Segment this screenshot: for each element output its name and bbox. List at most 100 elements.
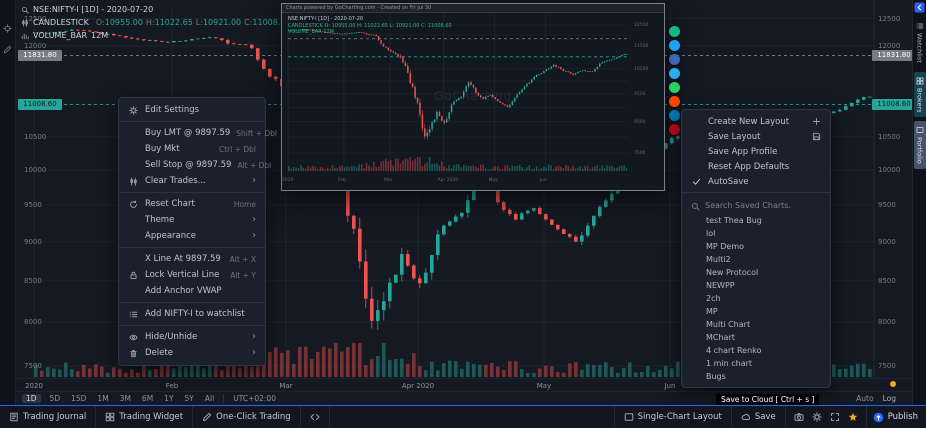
saved-chart-item[interactable]: Multi2 bbox=[706, 255, 731, 264]
timeframe-1y[interactable]: 1Y bbox=[164, 394, 174, 403]
menu-divider bbox=[119, 121, 265, 122]
legend-volume-row[interactable]: VOLUME_BAR 12M bbox=[21, 29, 286, 42]
context-menu-item[interactable]: Clear Trades... › bbox=[119, 173, 265, 189]
camera-icon[interactable] bbox=[794, 412, 804, 422]
context-menu-item[interactable]: X Line At 9897.59 Alt + X bbox=[119, 251, 265, 267]
publish-button[interactable]: Publish bbox=[865, 406, 926, 428]
layout-menu-item[interactable]: Create New Layout bbox=[682, 114, 830, 129]
share-twitter-icon[interactable] bbox=[669, 40, 680, 51]
timeframe-15d[interactable]: 15D bbox=[71, 394, 87, 403]
legend-series-row[interactable]: CANDLESTICK O: 10955.00 H: 11022.65 L: 10921.… bbox=[21, 16, 286, 29]
context-menu-item[interactable]: Reset Chart Home bbox=[119, 196, 265, 212]
share-telegram-icon[interactable] bbox=[669, 68, 680, 79]
saved-chart-item[interactable]: 2ch bbox=[706, 294, 721, 303]
context-menu-item[interactable]: Appearance › bbox=[119, 228, 265, 244]
menu-item-label: Create New Layout bbox=[708, 116, 790, 127]
layout-menu-item[interactable]: Save App Profile bbox=[682, 144, 830, 159]
layout-menu-item[interactable]: Save Layout bbox=[682, 129, 830, 144]
last-price-label-left: 11008.60 bbox=[18, 99, 62, 111]
share-pinterest-icon[interactable] bbox=[669, 124, 680, 135]
context-menu-item[interactable]: Sell Stop @ 9897.59 Alt + Dbl bbox=[119, 157, 271, 173]
side-tab-portfolio[interactable]: Portfolio bbox=[913, 121, 926, 170]
saved-chart-item[interactable]: lol bbox=[706, 229, 716, 238]
log-scale-toggle[interactable]: Log bbox=[882, 394, 896, 403]
context-menu-item[interactable]: Edit Settings bbox=[119, 102, 265, 118]
saved-chart-item[interactable]: MP bbox=[706, 307, 718, 316]
share-linkedin-icon[interactable] bbox=[669, 110, 680, 121]
share-whatsapp-icon[interactable] bbox=[669, 82, 680, 93]
collapse-panel-icon[interactable] bbox=[914, 2, 925, 13]
share-facebook-icon[interactable] bbox=[669, 54, 680, 65]
submenu-chevron-icon: › bbox=[252, 347, 256, 358]
menu-item-label: Appearance bbox=[145, 231, 197, 241]
layout-menu-item[interactable]: AutoSave bbox=[682, 174, 830, 189]
time-axis[interactable]: 2020 Feb Mar Apr 2020 May Jun bbox=[16, 378, 912, 391]
mini-price-label: 12500 bbox=[634, 23, 649, 29]
toolbar-save[interactable]: Save bbox=[730, 406, 785, 428]
side-tab-watchlist[interactable]: Watchlist bbox=[914, 17, 926, 68]
menu-divider bbox=[119, 192, 265, 193]
auto-scale-toggle[interactable]: Auto bbox=[856, 394, 874, 403]
toolbar-code[interactable] bbox=[301, 406, 330, 428]
code-icon bbox=[310, 412, 320, 422]
context-menu-item[interactable]: Buy LMT @ 9897.59 Shift + Dbl bbox=[119, 125, 277, 141]
popup-legend-line: NSE:NIFTY-I [1D] - 2020-07-20 bbox=[288, 16, 364, 22]
ohlc-values: O: 10955.00 H: 11022.65 L: 10921.00 C: 11008.6 bbox=[93, 18, 286, 27]
gear-icon[interactable] bbox=[811, 412, 822, 422]
star-icon[interactable] bbox=[848, 412, 858, 422]
context-menu-item[interactable]: Add NIFTY-I to watchlist bbox=[119, 306, 265, 322]
pencil-icon[interactable] bbox=[3, 45, 12, 54]
saved-chart-item[interactable]: test Thea Bug bbox=[706, 216, 762, 225]
ohlc-value: 10955.00 bbox=[104, 18, 143, 27]
saved-chart-item[interactable]: 1 min chart bbox=[706, 359, 753, 368]
context-menu-item[interactable]: Delete › bbox=[119, 345, 265, 361]
notification-dot[interactable] bbox=[890, 381, 896, 387]
bottom-toolbar-right: Single-Chart Layout Save Publish bbox=[613, 406, 926, 428]
toolbar-trading-widget[interactable]: Trading Widget bbox=[96, 406, 194, 428]
toolbar-one-click-trading[interactable]: One-Click Trading bbox=[193, 406, 301, 428]
saved-chart-item[interactable]: Multi Chart bbox=[706, 320, 751, 329]
saved-chart-item[interactable]: New Protocol bbox=[706, 268, 759, 277]
time-tick-label: Mar bbox=[279, 382, 293, 390]
popup-legend-line: VOLUME_BAR 12M bbox=[288, 29, 335, 35]
crosshair-icon[interactable] bbox=[3, 24, 12, 33]
share-reddit-icon[interactable] bbox=[669, 96, 680, 107]
share-preview-popup[interactable]: Charts powered by GoCharting.com - Creat… bbox=[281, 3, 680, 191]
timeframe-1d[interactable]: 1D bbox=[22, 394, 41, 403]
menu-item-label: Reset Chart bbox=[145, 199, 195, 209]
legend-symbol-row[interactable]: NSE:NIFTY-I [1D] - 2020-07-20 bbox=[21, 3, 286, 16]
timeframe-5y[interactable]: 5Y bbox=[184, 394, 194, 403]
timeframe-3m[interactable]: 3M bbox=[119, 394, 131, 403]
timezone-label[interactable]: UTC+02:00 bbox=[233, 394, 276, 403]
mini-time-label: Mar bbox=[384, 178, 393, 183]
last-price-label-right: 11008.60 bbox=[872, 99, 916, 111]
layout-menu-item[interactable]: Reset App Defaults bbox=[682, 159, 830, 174]
saved-chart-item[interactable]: 4 chart Renko bbox=[706, 346, 762, 355]
context-menu-item[interactable]: Add Anchor VWAP bbox=[119, 283, 265, 299]
gear-icon bbox=[128, 105, 139, 115]
saved-chart-item[interactable]: MChart bbox=[706, 333, 735, 342]
search-icon[interactable] bbox=[21, 6, 29, 14]
saved-chart-item[interactable]: NEWPP bbox=[706, 281, 735, 290]
fullscreen-icon[interactable] bbox=[830, 412, 840, 422]
context-menu-item[interactable]: Theme › bbox=[119, 212, 265, 228]
context-menu-item[interactable]: Hide/Unhide › bbox=[119, 329, 265, 345]
timeframe-1m[interactable]: 1M bbox=[97, 394, 109, 403]
context-menu-item[interactable]: Lock Vertical Line Alt + Y bbox=[119, 267, 265, 283]
saved-chart-item[interactable]: MP Demo bbox=[706, 242, 745, 251]
share-link-icon[interactable] bbox=[669, 26, 680, 37]
timeframe-5d[interactable]: 5D bbox=[49, 394, 61, 403]
bottom-toolbar-left: Trading Journal Trading Widget One-Click T… bbox=[0, 406, 330, 428]
toolbar-single-chart-layout[interactable]: Single-Chart Layout bbox=[613, 406, 731, 428]
timeframe-all[interactable]: All bbox=[204, 394, 215, 403]
saved-chart-item[interactable]: Bugs bbox=[706, 372, 726, 381]
timeframe-6m[interactable]: 6M bbox=[141, 394, 154, 403]
toolbar-trading-journal[interactable]: Trading Journal bbox=[0, 406, 97, 428]
time-tick-label: May bbox=[536, 382, 552, 390]
context-menu-item[interactable]: Buy Mkt Ctrl + Dbl bbox=[119, 141, 265, 157]
side-tab-brokers[interactable]: Brokers bbox=[913, 71, 926, 118]
search-input[interactable] bbox=[705, 200, 815, 210]
timeframe-bar: 1D 5D 15D 1M 3M 6M 1Y 5Y All UTC+02:00 Auto Log bbox=[16, 391, 912, 405]
ohlc-value: 10921.00 bbox=[202, 18, 242, 27]
